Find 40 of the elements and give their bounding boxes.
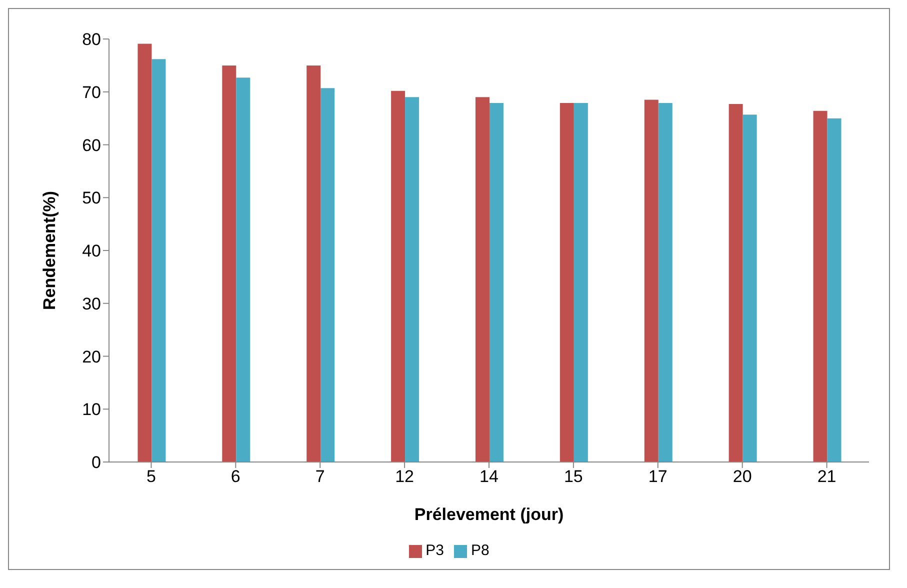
y-tick-label: 80 <box>82 30 101 50</box>
bar <box>742 114 757 462</box>
bar <box>222 65 236 462</box>
bar <box>475 97 490 462</box>
bar <box>644 100 658 462</box>
y-tick-label: 70 <box>82 82 101 102</box>
x-tick-label: 15 <box>564 467 583 486</box>
bar <box>813 110 828 462</box>
bar <box>236 78 250 462</box>
y-tick-label: 40 <box>82 242 101 261</box>
y-tick-label: 30 <box>82 294 101 314</box>
bar <box>560 102 574 462</box>
x-tick-label: 14 <box>480 467 498 486</box>
bar <box>320 88 335 462</box>
bar <box>489 102 504 462</box>
x-tick-label: 6 <box>230 467 240 486</box>
bar <box>391 90 406 462</box>
legend-label: P3 <box>426 542 444 559</box>
bar <box>658 102 672 462</box>
x-tick-label: 5 <box>146 467 156 486</box>
bar <box>152 59 166 462</box>
y-tick-label: 50 <box>82 188 101 208</box>
y-tick-label: 20 <box>82 347 101 366</box>
x-tick-label: 21 <box>817 467 836 486</box>
y-tick-label: 10 <box>82 400 101 420</box>
bar <box>306 65 321 462</box>
bar <box>827 118 842 462</box>
bar <box>574 102 588 462</box>
bar <box>138 44 152 462</box>
legend-label: P8 <box>471 542 490 559</box>
x-tick-label: 20 <box>732 467 752 486</box>
x-tick-label: 12 <box>395 467 414 486</box>
y-tick-label: 60 <box>82 136 101 155</box>
x-axis-title: Prélevement (jour) <box>414 505 564 524</box>
x-tick-label: 17 <box>648 467 668 486</box>
y-axis-title: Rendement(%) <box>40 190 60 310</box>
bar <box>728 104 743 462</box>
x-tick-label: 7 <box>315 467 325 486</box>
bar <box>405 97 420 462</box>
y-tick-label: 0 <box>92 453 101 472</box>
